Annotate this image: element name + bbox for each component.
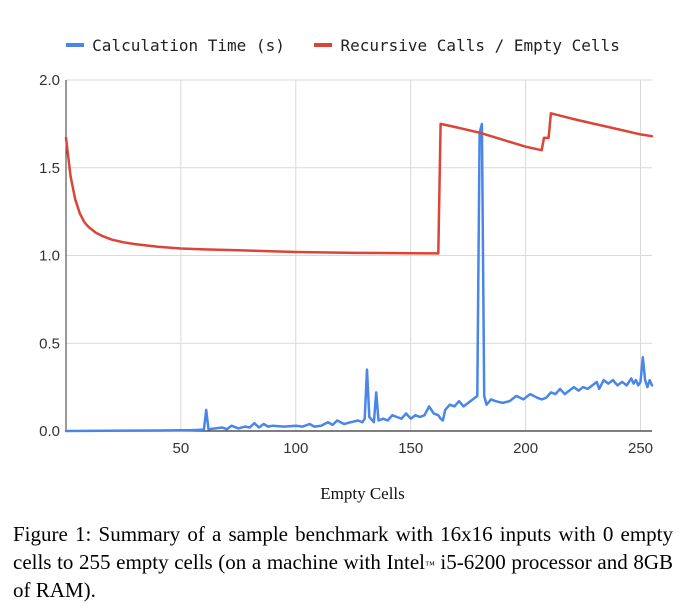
series-line-recursive-calls — [64, 112, 654, 255]
figure-caption: Figure 1: Summary of a sample benchmark … — [13, 520, 673, 604]
caption-text: Figure 1: Summary of a sample benchmark … — [13, 522, 673, 574]
chart-legend: Calculation Time (s) Recursive Calls / E… — [0, 32, 686, 55]
x-tick-label-250: 250 — [628, 440, 653, 457]
x-tick-label-200: 200 — [513, 440, 538, 457]
caption-text-end: i5-6200 processor and 8GB of RAM). — [13, 550, 673, 602]
x-tick-label-50: 50 — [173, 440, 190, 457]
legend-item-recursive-calls: Recursive Calls / Empty Cells — [314, 35, 620, 55]
y-tick-label-0.5: 0.5 — [39, 335, 60, 352]
x-tick-label-150: 150 — [398, 440, 423, 457]
y-tick-label-1.0: 1.0 — [39, 248, 60, 265]
y-tick-label-2.0: 2.0 — [39, 72, 60, 89]
legend-label-calculation-time: Calculation Time (s) — [92, 35, 285, 55]
caption-trademark: ™ — [424, 560, 435, 571]
y-tick-label-1.5: 1.5 — [39, 160, 60, 177]
legend-label-recursive-calls: Recursive Calls / Empty Cells — [340, 35, 620, 55]
chart-plot-area: 0.0 0.5 1.0 1.5 2.0 50 100 150 200 250 — [39, 72, 654, 457]
x-axis-label: Empty Cells — [320, 484, 405, 503]
legend-swatch-calculation-time — [66, 43, 85, 47]
series-line-calculation-time — [64, 122, 654, 433]
x-tick-label-100: 100 — [283, 440, 308, 457]
y-tick-label-0.0: 0.0 — [39, 423, 60, 440]
legend-item-calculation-time: Calculation Time (s) — [66, 36, 285, 55]
legend-swatch-recursive-calls — [314, 43, 333, 47]
